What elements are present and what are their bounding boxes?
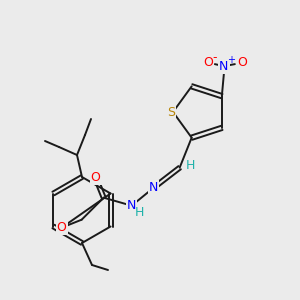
Text: H: H [186, 159, 195, 172]
Text: O: O [237, 56, 247, 69]
Text: O: O [203, 56, 213, 69]
Text: N: N [127, 199, 136, 212]
Text: -: - [213, 51, 217, 64]
Text: H: H [135, 206, 144, 219]
Text: S: S [167, 106, 175, 118]
Text: O: O [57, 221, 67, 234]
Text: N: N [219, 60, 229, 73]
Text: +: + [227, 55, 235, 65]
Text: O: O [91, 171, 100, 184]
Text: N: N [149, 181, 158, 194]
